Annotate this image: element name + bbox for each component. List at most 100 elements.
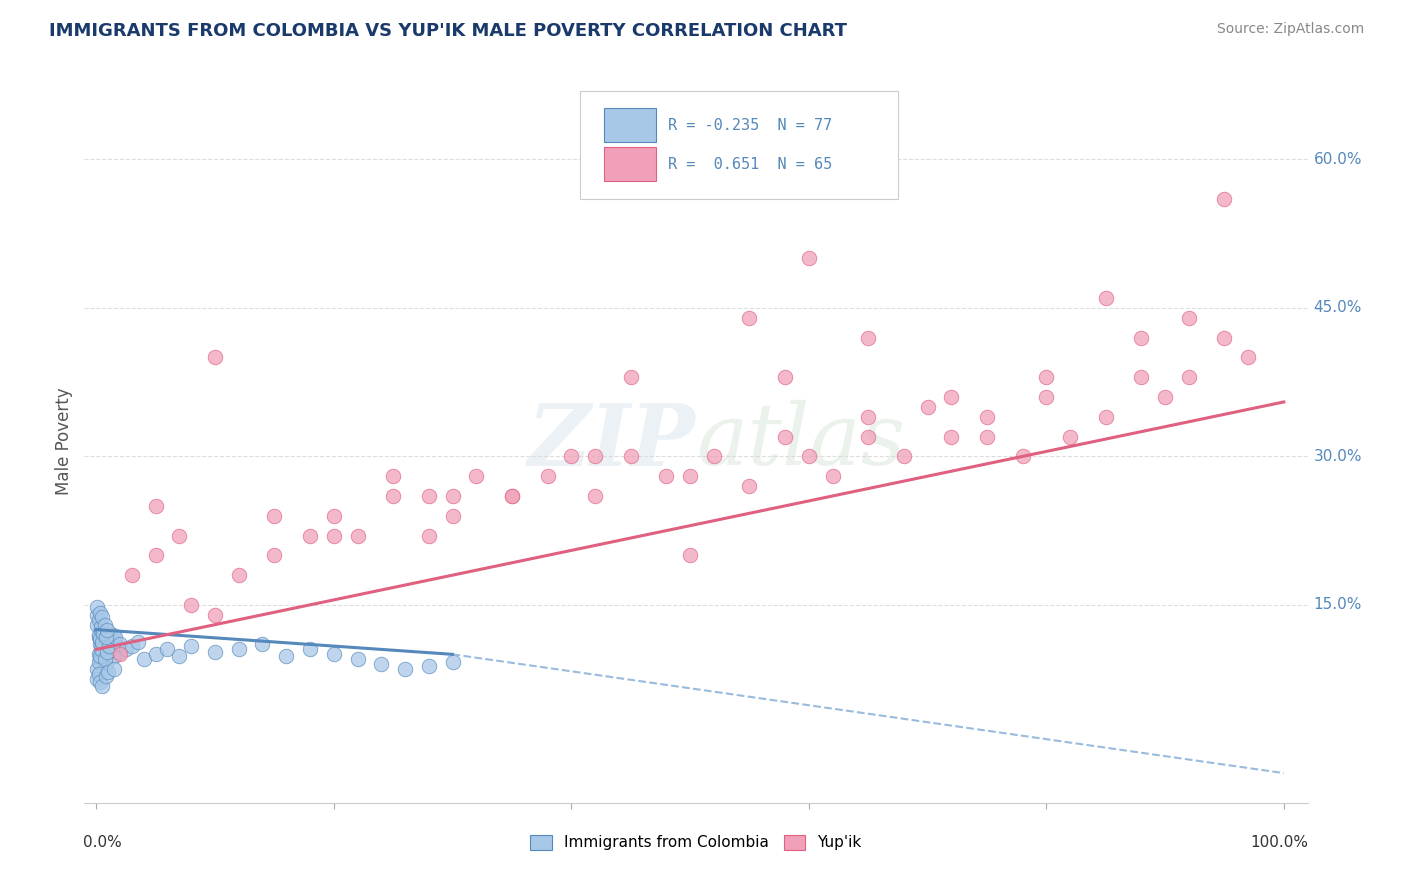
Point [382, 489, 405, 503]
Point [98, 635, 121, 649]
Point [108, 637, 131, 651]
Point [560, 450, 582, 464]
Point [105, 637, 128, 651]
Point [103, 649, 125, 664]
Point [382, 469, 405, 483]
Point [418, 528, 440, 542]
Point [91, 642, 114, 657]
Point [86, 607, 108, 622]
Point [97, 640, 120, 654]
Text: ZIP: ZIP [529, 400, 696, 483]
Point [620, 450, 643, 464]
Point [773, 370, 796, 384]
Point [89, 637, 111, 651]
FancyBboxPatch shape [579, 91, 898, 200]
Point [87, 667, 110, 681]
Text: IMMIGRANTS FROM COLOMBIA VS YUP'IK MALE POVERTY CORRELATION CHART: IMMIGRANTS FROM COLOMBIA VS YUP'IK MALE … [49, 22, 848, 40]
Point [976, 429, 998, 443]
Point [91, 679, 114, 693]
Point [1213, 330, 1236, 344]
Point [322, 508, 344, 523]
Point [94, 635, 117, 649]
Point [441, 655, 464, 669]
Point [145, 549, 167, 563]
Point [90, 619, 112, 633]
Point [738, 310, 761, 325]
Point [87, 655, 110, 669]
Text: 0.0%: 0.0% [83, 835, 122, 850]
Point [93, 648, 115, 662]
Point [228, 642, 250, 657]
Point [276, 649, 298, 664]
FancyBboxPatch shape [605, 147, 655, 181]
Point [941, 429, 963, 443]
Point [169, 528, 191, 542]
Point [738, 479, 761, 493]
Point [87, 613, 110, 627]
Text: 30.0%: 30.0% [1313, 449, 1362, 464]
Point [93, 652, 115, 666]
Point [465, 469, 488, 483]
Point [976, 409, 998, 424]
Point [418, 659, 440, 673]
Point [87, 627, 110, 641]
Point [101, 627, 124, 641]
Point [1130, 370, 1153, 384]
Point [322, 648, 344, 662]
Point [346, 528, 368, 542]
Point [103, 662, 125, 676]
Point [89, 675, 111, 690]
Point [1011, 450, 1033, 464]
Point [620, 370, 643, 384]
Point [96, 645, 118, 659]
Y-axis label: Male Poverty: Male Poverty [55, 388, 73, 495]
Point [100, 632, 122, 647]
Point [90, 652, 112, 666]
Point [418, 489, 440, 503]
Point [655, 469, 678, 483]
Point [87, 648, 110, 662]
Point [394, 662, 416, 676]
Point [90, 623, 112, 637]
Point [96, 623, 118, 637]
Point [91, 637, 114, 651]
Point [1178, 370, 1201, 384]
Point [773, 429, 796, 443]
Point [93, 635, 115, 649]
Point [322, 528, 344, 542]
Point [298, 528, 321, 542]
Point [127, 635, 149, 649]
Point [93, 625, 115, 640]
Point [679, 469, 702, 483]
Point [145, 499, 167, 513]
Point [97, 645, 120, 659]
Point [93, 617, 115, 632]
Point [180, 640, 202, 654]
Point [703, 450, 725, 464]
Point [98, 632, 121, 647]
Point [1059, 429, 1081, 443]
Point [797, 450, 820, 464]
Point [104, 630, 127, 644]
Point [100, 632, 122, 647]
Point [93, 632, 115, 647]
Point [893, 450, 915, 464]
Point [97, 665, 120, 680]
Point [94, 630, 117, 644]
Point [86, 662, 108, 676]
Point [91, 609, 114, 624]
Point [93, 642, 115, 657]
Point [536, 469, 558, 483]
Point [1237, 351, 1260, 365]
Text: R = -0.235  N = 77: R = -0.235 N = 77 [668, 118, 832, 133]
Point [797, 252, 820, 266]
Point [1035, 390, 1057, 404]
Point [370, 657, 392, 672]
Point [96, 648, 118, 662]
Point [121, 640, 143, 654]
Text: 100.0%: 100.0% [1251, 835, 1309, 850]
Text: atlas: atlas [696, 401, 905, 483]
Point [583, 489, 606, 503]
Text: 15.0%: 15.0% [1313, 598, 1362, 612]
Point [89, 606, 111, 620]
